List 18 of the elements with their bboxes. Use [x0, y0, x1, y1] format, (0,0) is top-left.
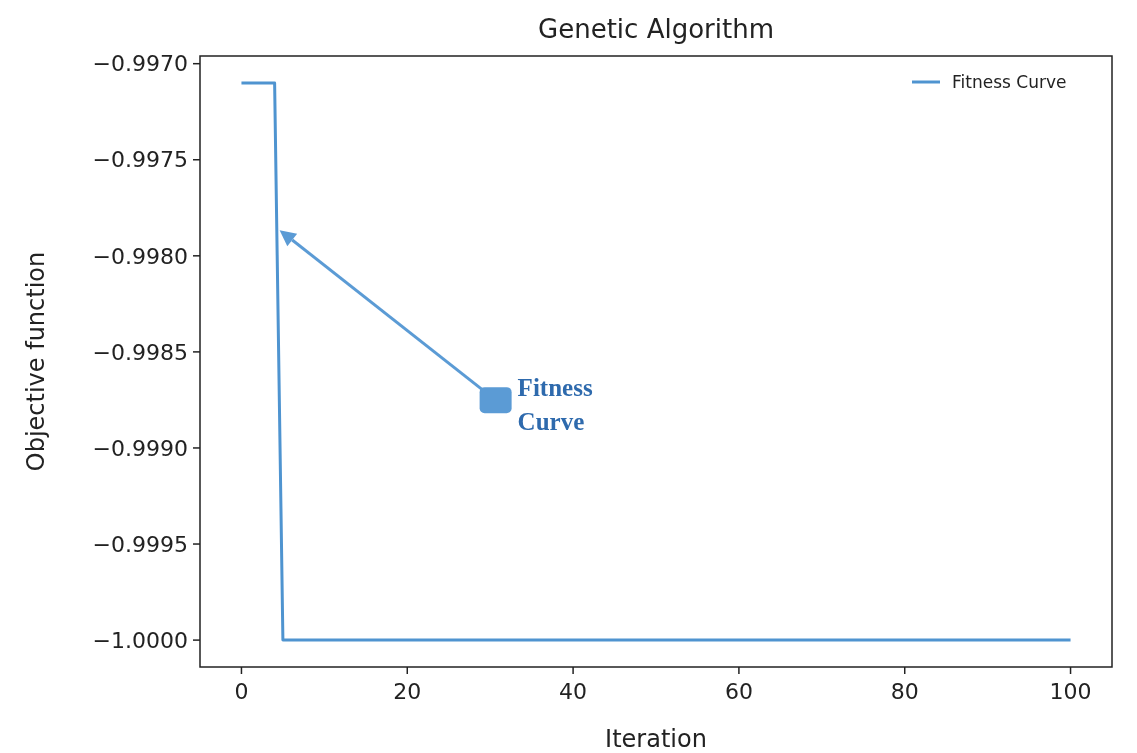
y-tick-label: −0.9995	[92, 531, 188, 557]
y-axis-title: Objective function	[22, 251, 50, 472]
x-tick-label: 20	[393, 679, 422, 704]
x-tick-label: 0	[234, 679, 249, 704]
x-tick-label: 100	[1049, 679, 1092, 704]
y-tick-label: −0.9980	[92, 243, 188, 269]
x-tick-label: 80	[890, 679, 919, 704]
annotation: Fitness Curve	[517, 374, 593, 436]
x-tick-label: 60	[724, 679, 753, 704]
legend-label: Fitness Curve	[952, 71, 1067, 92]
chart-title: Genetic Algorithm	[538, 14, 774, 44]
y-tick-label: −1.0000	[92, 627, 188, 653]
x-tick-label: 40	[559, 679, 588, 704]
y-tick-label: −0.9985	[92, 339, 188, 365]
y-tick-label: −0.9990	[92, 435, 188, 461]
x-axis-title: Iteration	[605, 725, 707, 753]
y-tick-label: −0.9970	[92, 51, 188, 77]
y-tick-label: −0.9975	[92, 147, 188, 173]
